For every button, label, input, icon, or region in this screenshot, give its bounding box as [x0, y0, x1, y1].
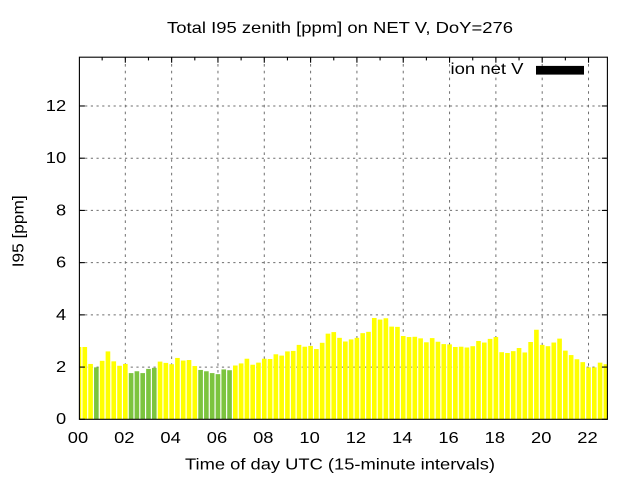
svg-text:18: 18 [485, 430, 506, 447]
svg-text:20: 20 [531, 430, 552, 447]
svg-text:06: 06 [207, 430, 228, 447]
svg-text:12: 12 [346, 430, 367, 447]
svg-text:08: 08 [253, 430, 274, 447]
svg-text:10: 10 [46, 150, 67, 167]
svg-text:04: 04 [160, 430, 181, 447]
svg-text:22: 22 [577, 430, 598, 447]
svg-text:Total I95 zenith [ppm] on NET: Total I95 zenith [ppm] on NET V, DoY=276 [167, 20, 513, 37]
svg-text:ion net V: ion net V [451, 61, 524, 78]
svg-text:10: 10 [299, 430, 320, 447]
svg-text:I95 [ppm]: I95 [ppm] [11, 195, 28, 267]
svg-text:0: 0 [56, 411, 66, 428]
svg-text:02: 02 [114, 430, 135, 447]
svg-text:16: 16 [438, 430, 459, 447]
svg-text:4: 4 [56, 307, 66, 324]
svg-text:2: 2 [56, 359, 66, 376]
svg-text:8: 8 [56, 202, 66, 219]
svg-text:00: 00 [68, 430, 89, 447]
svg-text:12: 12 [46, 98, 67, 115]
svg-text:14: 14 [392, 430, 413, 447]
svg-text:6: 6 [56, 255, 66, 272]
svg-text:Time of day UTC (15-minute int: Time of day UTC (15-minute intervals) [185, 456, 495, 473]
